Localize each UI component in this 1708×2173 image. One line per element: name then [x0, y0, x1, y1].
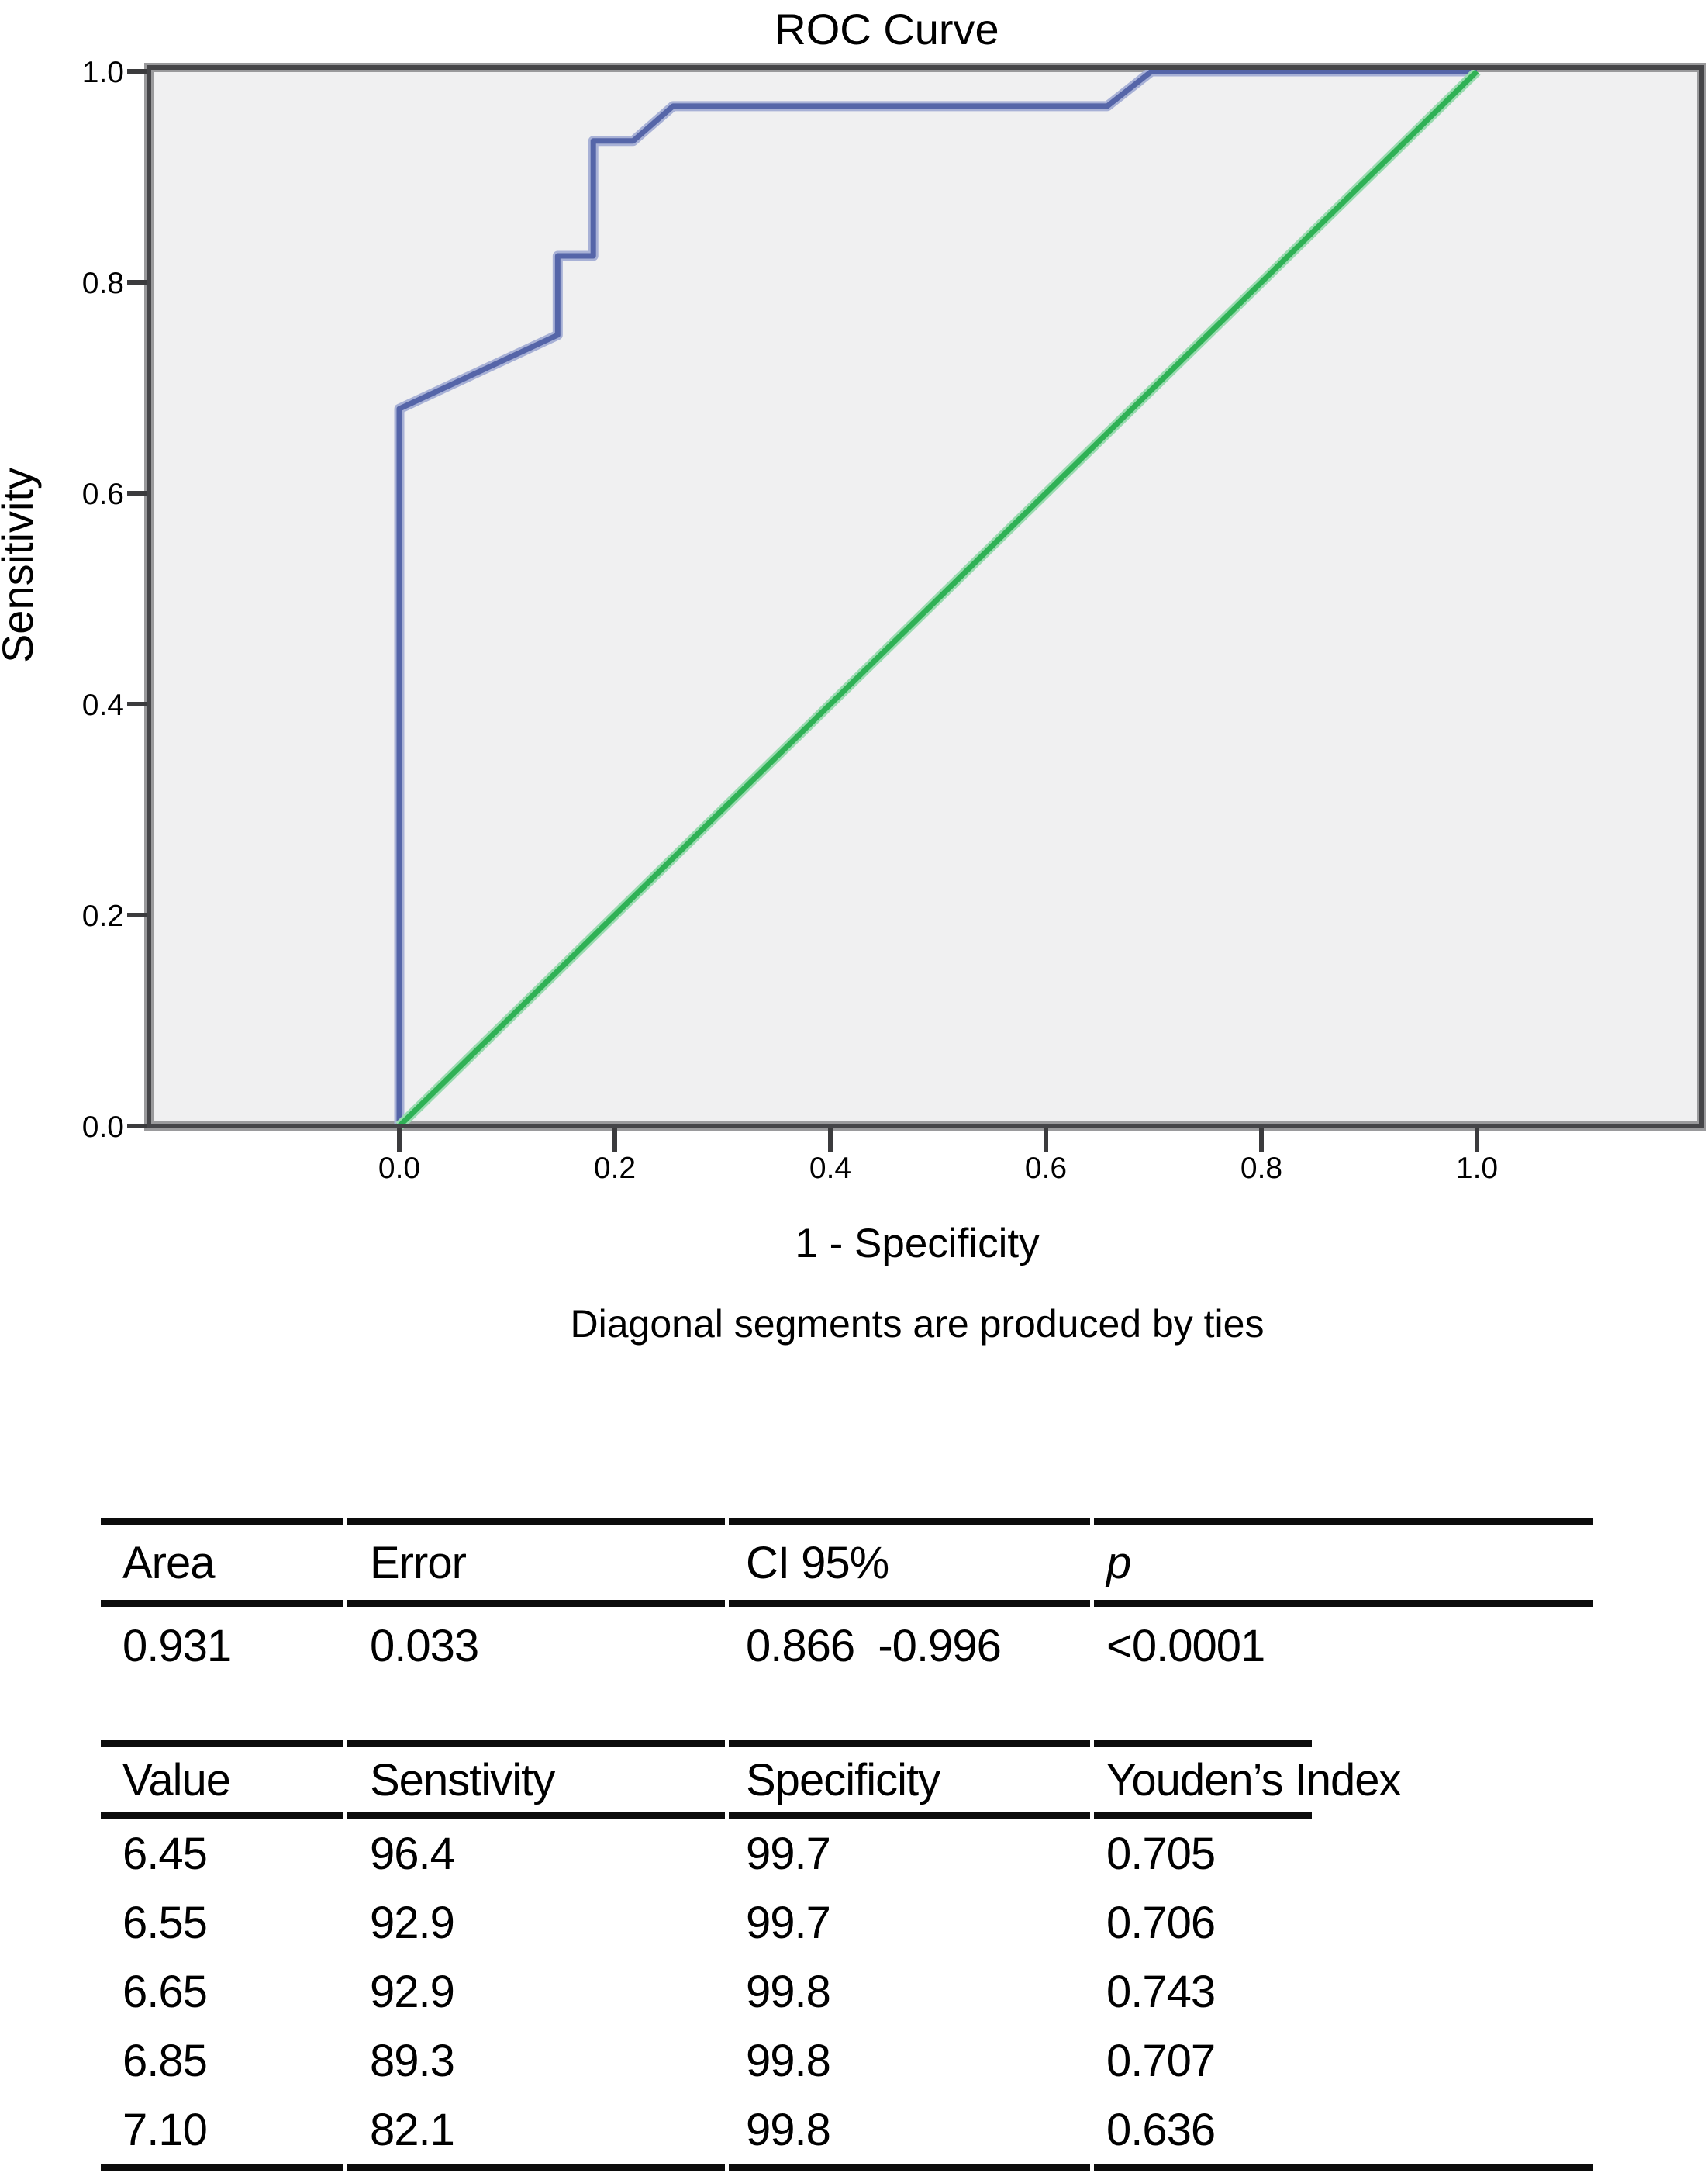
x-axis-label: 1 - Specificity — [795, 1221, 1040, 1266]
table-cell: 99.7 — [746, 1898, 831, 1948]
y-tick-label: 0.2 — [82, 900, 124, 933]
table-cell: 0.743 — [1106, 1967, 1216, 2017]
chart-title: ROC Curve — [775, 5, 999, 54]
reference-diagonal-line — [397, 69, 1479, 1128]
table-cell: 89.3 — [370, 2036, 455, 2086]
table-cell: Value — [122, 1754, 231, 1805]
rule-segment — [347, 1600, 725, 1607]
table-cell: 6.65 — [122, 1967, 208, 2017]
cutoff-data-row: 7.10 82.1 99.8 0.636 — [101, 2095, 1597, 2164]
auc-top-rule — [101, 1518, 1597, 1525]
table-cell: 92.9 — [370, 1898, 455, 1948]
y-axis-label: Sensitivity — [0, 468, 42, 663]
table-cell: 0.705 — [1106, 1829, 1216, 1879]
auc-table: Area Error CI 95% p 0.931 0.033 0.866 -0.996 <0… — [101, 1518, 1597, 1684]
table-cell: 0.706 — [1106, 1898, 1216, 1948]
rule-segment — [101, 1600, 343, 1607]
table-cell: Specificity — [746, 1754, 940, 1805]
rule-segment — [1094, 1600, 1593, 1607]
rule-segment — [729, 1740, 1090, 1747]
table-cell: 92.9 — [370, 1967, 455, 2017]
y-tick-label: 1.0 — [82, 56, 124, 89]
x-tick-label: 0.2 — [594, 1152, 636, 1185]
table-cell: Senstivity — [370, 1754, 555, 1805]
x-tick-label: 0.8 — [1240, 1152, 1282, 1185]
table-cell: 0.866 -0.996 — [746, 1620, 1002, 1671]
y-tick-label: 0.6 — [82, 478, 124, 511]
y-tick-label: 0.4 — [82, 689, 124, 722]
rule-segment — [347, 1518, 725, 1525]
roc-chart: 0.0 0.2 0.4 0.6 0.8 1.0 0.0 0.2 0.4 0.6 0.8 1.0 ROC … — [0, 5, 1706, 1346]
plot-frame — [147, 65, 1704, 1128]
cutoff-table: Value Senstivity Specificity Youden’s Index… — [101, 1740, 1597, 2171]
table-cell: 6.85 — [122, 2036, 208, 2086]
table-cell: Area — [122, 1537, 216, 1588]
rule-segment — [101, 1518, 343, 1525]
rule-segment — [1094, 1812, 1312, 1819]
table-cell: 0.033 — [370, 1620, 479, 1671]
cutoff-bottom-rule — [101, 2164, 1597, 2171]
auc-header-rule — [101, 1600, 1597, 1607]
table-cell: 0.707 — [1106, 2036, 1216, 2086]
rule-segment — [729, 1812, 1090, 1819]
table-cell: <0.0001 — [1106, 1620, 1265, 1671]
table-cell: 82.1 — [370, 2105, 455, 2155]
cutoff-header-rule — [101, 1812, 1597, 1819]
x-tick-label: 0.0 — [378, 1152, 420, 1185]
table-cell: p — [1106, 1537, 1131, 1588]
table-cell: Error — [370, 1537, 467, 1588]
table-cell: 99.7 — [746, 1829, 831, 1879]
table-cell: 7.10 — [122, 2105, 208, 2155]
rule-segment — [1094, 1518, 1593, 1525]
cutoff-data-row: 6.55 92.9 99.7 0.706 — [101, 1888, 1597, 1957]
chart-caption: Diagonal segments are produced by ties — [571, 1302, 1265, 1346]
rule-segment — [1094, 1740, 1312, 1747]
plot-area — [149, 67, 1702, 1126]
rule-segment — [729, 2164, 1090, 2171]
x-tick-label: 0.4 — [809, 1152, 851, 1185]
rule-segment — [347, 1740, 725, 1747]
table-cell: CI 95% — [746, 1537, 889, 1588]
rule-segment — [101, 1812, 343, 1819]
y-tick-label: 0.8 — [82, 267, 124, 300]
table-cell: 6.45 — [122, 1829, 208, 1879]
rule-segment — [101, 1740, 343, 1747]
cutoff-data-row: 6.65 92.9 99.8 0.743 — [101, 1957, 1597, 2026]
rule-segment — [729, 1518, 1090, 1525]
rule-segment — [347, 1812, 725, 1819]
y-tick-label: 0.0 — [82, 1111, 124, 1144]
rule-segment — [1094, 2164, 1593, 2171]
table-cell: 6.55 — [122, 1898, 208, 1948]
cutoff-data-row: 6.85 89.3 99.8 0.707 — [101, 2026, 1597, 2095]
cutoff-data-row: 6.45 96.4 99.7 0.705 — [101, 1819, 1597, 1888]
x-tick-label: 0.6 — [1025, 1152, 1067, 1185]
rule-segment — [347, 2164, 725, 2171]
auc-data-row: 0.931 0.033 0.866 -0.996 <0.0001 — [101, 1607, 1597, 1684]
table-cell: 96.4 — [370, 1829, 455, 1879]
x-tick-label: 1.0 — [1456, 1152, 1498, 1185]
table-cell: 0.636 — [1106, 2105, 1216, 2155]
cutoff-top-rule — [101, 1740, 1597, 1747]
table-cell: 99.8 — [746, 1967, 831, 2017]
rule-segment — [729, 1600, 1090, 1607]
auc-header-row: Area Error CI 95% p — [101, 1525, 1597, 1600]
table-cell: 99.8 — [746, 2105, 831, 2155]
cutoff-header-row: Value Senstivity Specificity Youden’s Index — [101, 1747, 1597, 1812]
table-cell: 0.931 — [122, 1620, 232, 1671]
table-cell: 99.8 — [746, 2036, 831, 2086]
table-cell: Youden’s Index — [1106, 1754, 1401, 1805]
roc-curve-line — [396, 68, 1477, 1126]
rule-segment — [101, 2164, 343, 2171]
